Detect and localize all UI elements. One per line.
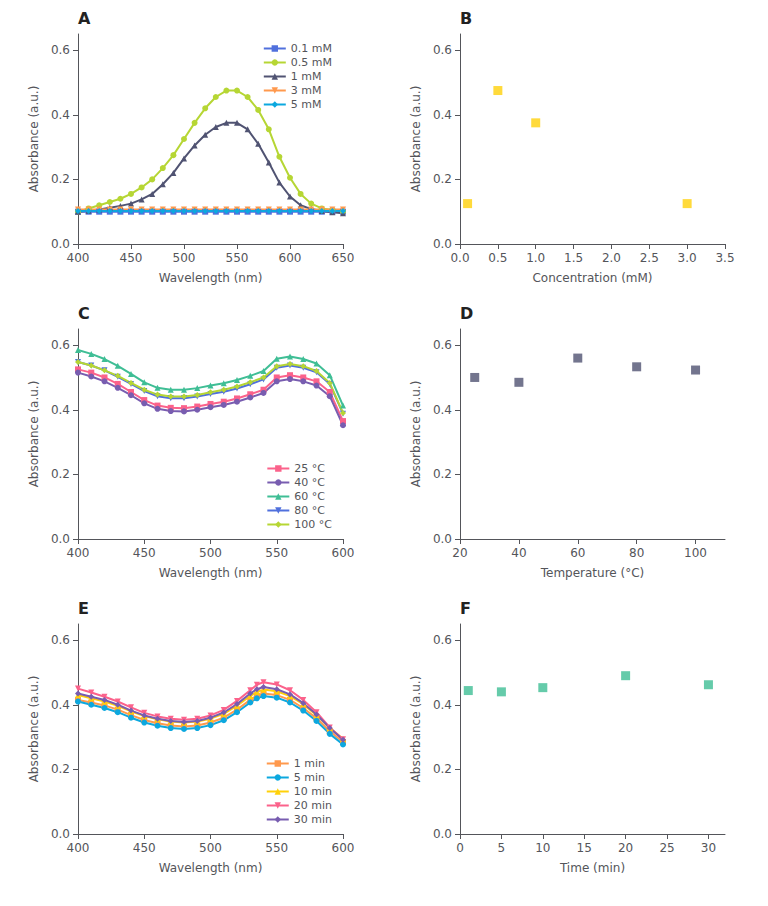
- svg-text:0.2: 0.2: [433, 172, 452, 186]
- svg-text:600: 600: [332, 841, 355, 855]
- svg-text:550: 550: [265, 546, 288, 560]
- svg-text:2.5: 2.5: [640, 251, 659, 265]
- svg-text:0.0: 0.0: [433, 237, 452, 251]
- svg-text:0.4: 0.4: [51, 108, 70, 122]
- svg-text:0.2: 0.2: [51, 467, 70, 481]
- svg-text:Absorbance (a.u.): Absorbance (a.u.): [409, 381, 423, 488]
- svg-text:Temperature (°C): Temperature (°C): [540, 566, 645, 580]
- svg-text:Wavelength (nm): Wavelength (nm): [159, 271, 263, 285]
- svg-text:550: 550: [226, 251, 249, 265]
- svg-text:0.4: 0.4: [433, 698, 452, 712]
- svg-text:10 min: 10 min: [294, 785, 332, 798]
- svg-text:20: 20: [452, 546, 467, 560]
- svg-text:D: D: [460, 304, 473, 323]
- svg-text:Time (min): Time (min): [559, 861, 625, 875]
- svg-text:0.5 mM: 0.5 mM: [291, 56, 332, 69]
- svg-text:600: 600: [332, 546, 355, 560]
- svg-text:0.4: 0.4: [51, 403, 70, 417]
- svg-text:100: 100: [684, 546, 707, 560]
- svg-text:15: 15: [577, 841, 592, 855]
- svg-text:F: F: [460, 599, 471, 618]
- svg-text:0.4: 0.4: [433, 108, 452, 122]
- svg-text:Absorbance (a.u.): Absorbance (a.u.): [409, 676, 423, 783]
- svg-text:2.0: 2.0: [602, 251, 621, 265]
- svg-text:0.2: 0.2: [51, 762, 70, 776]
- svg-text:20 min: 20 min: [294, 799, 332, 812]
- svg-text:0.0: 0.0: [51, 237, 70, 251]
- svg-text:1 mM: 1 mM: [291, 70, 322, 83]
- svg-text:0.6: 0.6: [433, 43, 452, 57]
- svg-text:1 min: 1 min: [294, 757, 325, 770]
- svg-text:1.5: 1.5: [564, 251, 583, 265]
- svg-text:40: 40: [511, 546, 526, 560]
- svg-text:0.0: 0.0: [433, 827, 452, 841]
- svg-text:650: 650: [332, 251, 355, 265]
- svg-text:3 mM: 3 mM: [291, 84, 322, 97]
- svg-text:C: C: [78, 304, 90, 323]
- svg-text:20: 20: [618, 841, 633, 855]
- svg-text:0.2: 0.2: [433, 762, 452, 776]
- svg-text:60: 60: [570, 546, 585, 560]
- svg-text:0.6: 0.6: [51, 338, 70, 352]
- svg-text:0.4: 0.4: [51, 698, 70, 712]
- svg-text:25 °C: 25 °C: [294, 462, 325, 475]
- svg-text:60 °C: 60 °C: [294, 490, 325, 503]
- svg-text:B: B: [460, 9, 472, 28]
- svg-text:Wavelength (nm): Wavelength (nm): [159, 861, 263, 875]
- svg-text:450: 450: [120, 251, 143, 265]
- svg-text:5: 5: [498, 841, 506, 855]
- svg-text:100 °C: 100 °C: [294, 518, 332, 531]
- svg-text:Wavelength (nm): Wavelength (nm): [159, 566, 263, 580]
- svg-text:0.2: 0.2: [433, 467, 452, 481]
- svg-text:0.5: 0.5: [488, 251, 507, 265]
- svg-text:A: A: [78, 9, 91, 28]
- svg-text:0.4: 0.4: [433, 403, 452, 417]
- svg-text:Absorbance (a.u.): Absorbance (a.u.): [27, 381, 41, 488]
- svg-text:0.6: 0.6: [51, 43, 70, 57]
- svg-text:3.0: 3.0: [678, 251, 697, 265]
- svg-text:500: 500: [199, 841, 222, 855]
- svg-text:0.2: 0.2: [51, 172, 70, 186]
- svg-text:40 °C: 40 °C: [294, 476, 325, 489]
- svg-text:0: 0: [456, 841, 464, 855]
- svg-text:400: 400: [67, 546, 90, 560]
- svg-text:Concentration (mM): Concentration (mM): [532, 271, 652, 285]
- svg-text:500: 500: [199, 546, 222, 560]
- svg-text:10: 10: [535, 841, 550, 855]
- svg-text:3.5: 3.5: [715, 251, 734, 265]
- svg-text:400: 400: [67, 251, 90, 265]
- svg-text:550: 550: [265, 841, 288, 855]
- svg-text:1.0: 1.0: [526, 251, 545, 265]
- svg-text:0.6: 0.6: [51, 633, 70, 647]
- svg-text:E: E: [78, 599, 89, 618]
- svg-text:25: 25: [659, 841, 674, 855]
- svg-text:Absorbance (a.u.): Absorbance (a.u.): [27, 676, 41, 783]
- svg-text:500: 500: [173, 251, 196, 265]
- svg-text:450: 450: [133, 546, 156, 560]
- svg-text:0.1 mM: 0.1 mM: [291, 42, 332, 55]
- svg-text:600: 600: [279, 251, 302, 265]
- svg-text:Absorbance (a.u.): Absorbance (a.u.): [27, 86, 41, 193]
- svg-text:30 min: 30 min: [294, 813, 332, 826]
- svg-text:0.0: 0.0: [51, 532, 70, 546]
- svg-text:30: 30: [701, 841, 716, 855]
- svg-text:0.0: 0.0: [450, 251, 469, 265]
- svg-text:400: 400: [67, 841, 90, 855]
- svg-text:80: 80: [629, 546, 644, 560]
- svg-text:0.0: 0.0: [51, 827, 70, 841]
- svg-text:0.0: 0.0: [433, 532, 452, 546]
- svg-text:0.6: 0.6: [433, 633, 452, 647]
- svg-text:5 mM: 5 mM: [291, 98, 322, 111]
- svg-text:0.6: 0.6: [433, 338, 452, 352]
- svg-text:450: 450: [133, 841, 156, 855]
- svg-text:80 °C: 80 °C: [294, 504, 325, 517]
- svg-text:Absorbance (a.u.): Absorbance (a.u.): [409, 86, 423, 193]
- svg-text:5 min: 5 min: [294, 771, 325, 784]
